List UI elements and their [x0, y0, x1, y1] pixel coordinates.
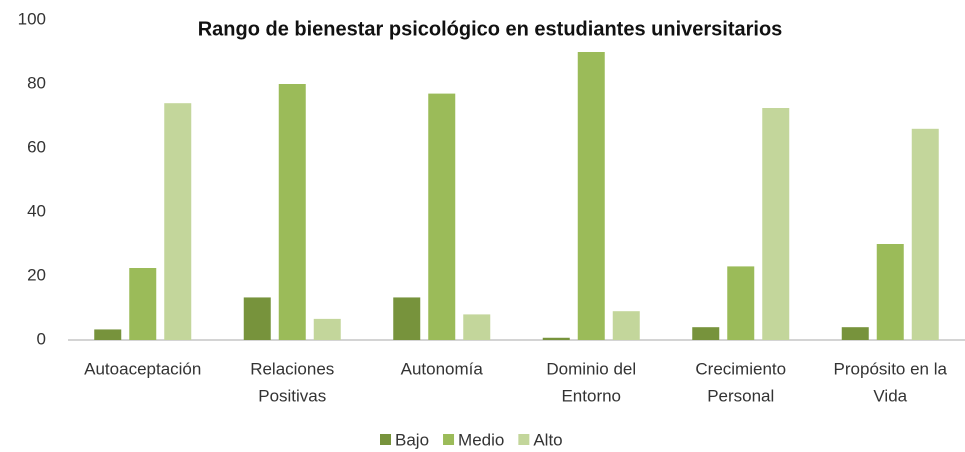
bar: [762, 108, 790, 340]
x-tick-label: Dominio del: [546, 359, 636, 378]
x-tick-label: Relaciones: [250, 359, 334, 378]
x-tick-label: Propósito en la: [834, 359, 948, 378]
bar: [94, 329, 122, 340]
legend-label: Alto: [533, 430, 562, 449]
x-tick-label: Positivas: [258, 386, 326, 405]
bar: [164, 103, 192, 340]
legend-label: Bajo: [395, 430, 429, 449]
x-tick-label: Vida: [873, 386, 907, 405]
bar: [911, 128, 939, 340]
x-tick-label: Autonomía: [401, 359, 484, 378]
bar: [243, 297, 271, 340]
y-tick-label: 80: [27, 73, 46, 92]
bar: [278, 84, 306, 340]
y-tick-label: 100: [18, 9, 46, 28]
bar: [129, 268, 157, 340]
y-tick-label: 20: [27, 265, 46, 284]
y-tick-label: 40: [27, 201, 46, 220]
legend-label: Medio: [458, 430, 504, 449]
bar: [542, 337, 570, 340]
bar: [313, 318, 341, 340]
y-tick-label: 0: [37, 329, 46, 348]
bar: [428, 93, 456, 340]
chart-title: Rango de bienestar psicológico en estudi…: [198, 18, 783, 40]
bar: [692, 327, 720, 340]
x-tick-label: Entorno: [561, 386, 621, 405]
x-tick-label: Crecimiento: [695, 359, 786, 378]
x-tick-label: Personal: [707, 386, 774, 405]
y-tick-label: 60: [27, 137, 46, 156]
legend-swatch: [518, 434, 530, 445]
bar: [463, 314, 491, 340]
x-tick-label: Autoaceptación: [84, 359, 201, 378]
bar: [876, 244, 904, 340]
bar: [393, 297, 421, 340]
bar: [841, 327, 869, 340]
legend-swatch: [443, 434, 455, 445]
bar: [577, 52, 605, 340]
bar: [727, 266, 755, 340]
legend-swatch: [380, 434, 391, 445]
bar: [612, 311, 640, 340]
